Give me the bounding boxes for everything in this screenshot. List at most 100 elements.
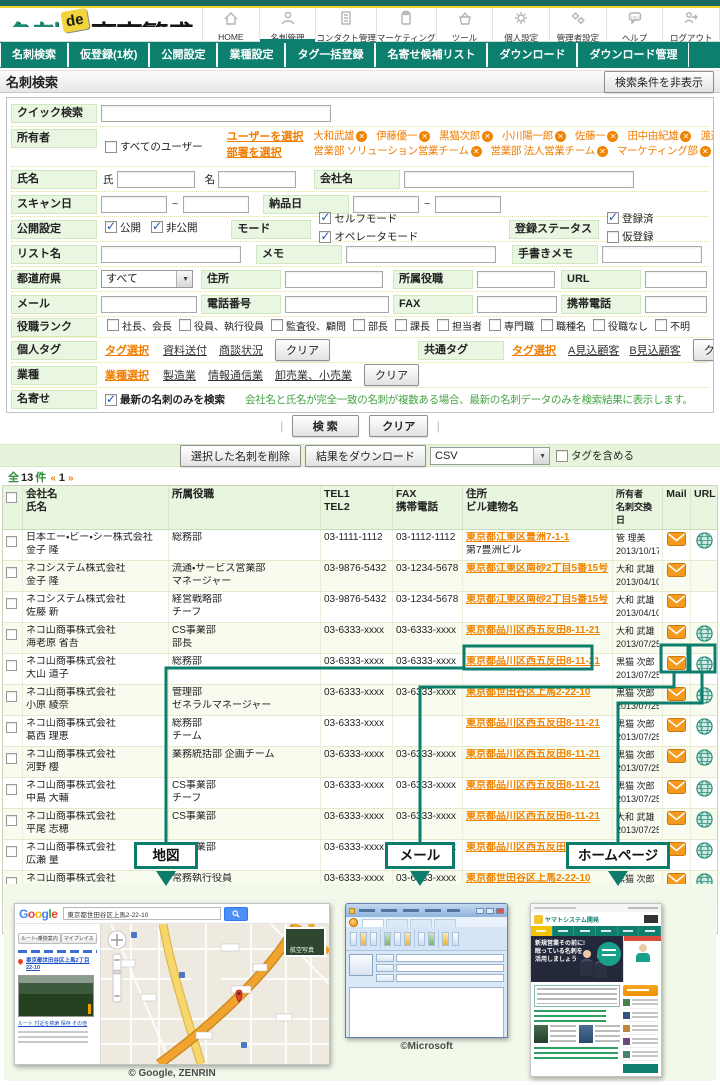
row-checkbox[interactable] <box>6 598 17 609</box>
common-tag-link[interactable]: A見込顧客 <box>568 345 620 357</box>
personal-tag-select-link[interactable]: タグ選択 <box>105 345 149 357</box>
search-button[interactable]: 検 索 <box>291 415 359 437</box>
scan-date-to-input[interactable] <box>183 195 250 213</box>
mail-icon[interactable] <box>667 594 686 611</box>
personal-tag-link[interactable]: 商談状況 <box>219 345 263 357</box>
section-tab[interactable]: 公開設定 <box>149 43 218 67</box>
address-link[interactable]: 東京都品川区西五反田8-11-21 <box>466 811 600 822</box>
remove-tag-icon[interactable] <box>356 131 368 142</box>
checkbox-option[interactable]: 職種名 <box>541 318 586 333</box>
checkbox-option[interactable]: 監査役、顧問 <box>271 318 346 333</box>
remove-tag-icon[interactable] <box>607 131 619 142</box>
checkbox-option[interactable]: 課長 <box>395 318 430 333</box>
delivery-date-to-input[interactable] <box>435 195 502 213</box>
map-canvas[interactable]: 航空写真 <box>101 921 329 1064</box>
address-link[interactable]: 東京都世田谷区上馬2-22-10 <box>466 873 591 884</box>
first-name-input[interactable] <box>218 170 296 188</box>
checkbox-option[interactable]: 不明 <box>655 318 690 333</box>
include-tags-checkbox[interactable]: タグを含める <box>556 448 634 463</box>
checkbox-option[interactable]: 役員、執行役員 <box>179 318 264 333</box>
checkbox-option[interactable]: 役職なし <box>593 318 648 333</box>
remove-tag-icon[interactable] <box>699 146 711 157</box>
memo-input[interactable] <box>346 245 496 263</box>
personal-tag-clear-button[interactable]: クリア <box>275 339 330 361</box>
mail-icon[interactable] <box>667 656 686 673</box>
route-button[interactable]: ルート・乗換案内 <box>18 933 61 944</box>
mail-icon[interactable] <box>667 532 686 549</box>
position-input[interactable] <box>477 270 555 288</box>
checkbox-option[interactable]: 社長、会長 <box>107 318 172 333</box>
tel-input[interactable] <box>285 295 389 313</box>
prev-page-icon[interactable]: « <box>50 473 56 484</box>
remove-tag-icon[interactable] <box>470 146 482 157</box>
address-link[interactable]: 東京都品川区西五反田8-11-21 <box>466 625 600 636</box>
mail-icon[interactable] <box>667 625 686 642</box>
row-checkbox[interactable] <box>6 629 17 640</box>
checkbox-option[interactable]: 非公開 <box>151 219 198 235</box>
section-tab[interactable]: 業種設定 <box>217 43 286 67</box>
delivery-date-from-input[interactable] <box>353 195 420 213</box>
remove-tag-icon[interactable] <box>481 131 493 142</box>
checkbox-option[interactable]: 専門職 <box>489 318 534 333</box>
mobile-input[interactable] <box>645 295 707 313</box>
url-globe-icon[interactable] <box>695 780 713 800</box>
next-page-icon[interactable]: » <box>68 473 74 484</box>
list-name-input[interactable] <box>101 245 241 263</box>
handwritten-memo-input[interactable] <box>602 245 702 263</box>
fax-input[interactable] <box>477 295 557 313</box>
mail-icon[interactable] <box>667 811 686 828</box>
scan-date-from-input[interactable] <box>101 195 167 213</box>
row-checkbox[interactable] <box>6 815 17 826</box>
select-all-checkbox[interactable] <box>6 492 17 503</box>
industry-link[interactable]: 情報通信業 <box>208 370 263 382</box>
nayose-checkbox[interactable]: 最新の名刺のみを検索 <box>105 392 225 407</box>
section-tab[interactable]: ダウンロード <box>487 43 578 67</box>
prefecture-select[interactable]: すべて <box>101 270 193 288</box>
industry-select-link[interactable]: 業種選択 <box>105 370 149 382</box>
checkbox-option[interactable]: 担当者 <box>437 318 482 333</box>
remove-tag-icon[interactable] <box>419 131 431 142</box>
common-tag-select-link[interactable]: タグ選択 <box>512 345 556 357</box>
url-globe-icon[interactable] <box>695 811 713 831</box>
checkbox-option[interactable]: 登録済 <box>606 210 653 226</box>
address-link[interactable]: 東京都江東区南砂2丁目5番15号 <box>466 563 609 574</box>
address-link[interactable]: 東京都品川区西五反田8-11-21 <box>466 780 600 791</box>
nav-logout[interactable]: ログアウト <box>662 8 720 43</box>
url-globe-icon[interactable] <box>695 656 713 676</box>
select-dept-link[interactable]: 部署を選択 <box>226 147 282 159</box>
select-user-link[interactable]: ユーザーを選択 <box>226 131 304 143</box>
address-link[interactable]: 東京都品川区西五反田8-11-21 <box>466 749 600 760</box>
personal-tag-link[interactable]: 資料送付 <box>163 345 207 357</box>
street-view-thumbnail[interactable] <box>18 975 94 1017</box>
address-link[interactable]: 東京都品川区西五反田8-11-21 <box>466 718 600 729</box>
section-tab[interactable]: タグ一括登録 <box>285 43 376 67</box>
mail-icon[interactable] <box>667 563 686 580</box>
row-checkbox[interactable] <box>6 536 17 547</box>
map-result-link[interactable]: 東京都世田谷区上馬2丁目22-10 <box>26 958 90 971</box>
row-checkbox[interactable] <box>6 660 17 671</box>
address-link[interactable]: 東京都品川区西五反田8-11-21 <box>466 656 600 667</box>
checkbox-option[interactable]: セルフモード <box>319 210 397 226</box>
mail-icon[interactable] <box>667 718 686 735</box>
address-link[interactable]: 東京都品川区西五反田8-11-21 <box>466 842 600 853</box>
remove-tag-icon[interactable] <box>680 131 692 142</box>
checkbox-option[interactable]: 仮登録 <box>606 229 653 244</box>
nav-home[interactable]: HOME <box>202 8 259 42</box>
download-format-select[interactable]: CSV <box>430 446 550 465</box>
nav-admin-settings[interactable]: 管理者設定 <box>549 8 606 43</box>
nav-tools[interactable]: ツール <box>435 8 493 43</box>
hide-search-conditions-button[interactable]: 検索条件を非表示 <box>604 70 714 93</box>
nav-marketing[interactable]: マーケティング <box>375 8 436 43</box>
nav-personal-settings[interactable]: 個人設定 <box>492 8 549 43</box>
checkbox-option[interactable]: 公開 <box>105 219 141 235</box>
url-input[interactable] <box>645 270 707 288</box>
row-checkbox[interactable] <box>6 846 17 857</box>
nav-card-management[interactable]: 名刺管理 <box>258 8 316 43</box>
url-globe-icon[interactable] <box>695 532 713 552</box>
delete-selected-button[interactable]: 選択した名刺を削除 <box>180 444 301 467</box>
url-globe-icon[interactable] <box>695 625 713 645</box>
address-link[interactable]: 東京都江東区豊洲7-1-1 <box>466 532 570 543</box>
nav-help[interactable]: HELP ヘルプ <box>605 8 663 43</box>
quick-search-input[interactable] <box>101 105 331 122</box>
common-tag-clear-button[interactable]: クリア <box>692 339 713 361</box>
